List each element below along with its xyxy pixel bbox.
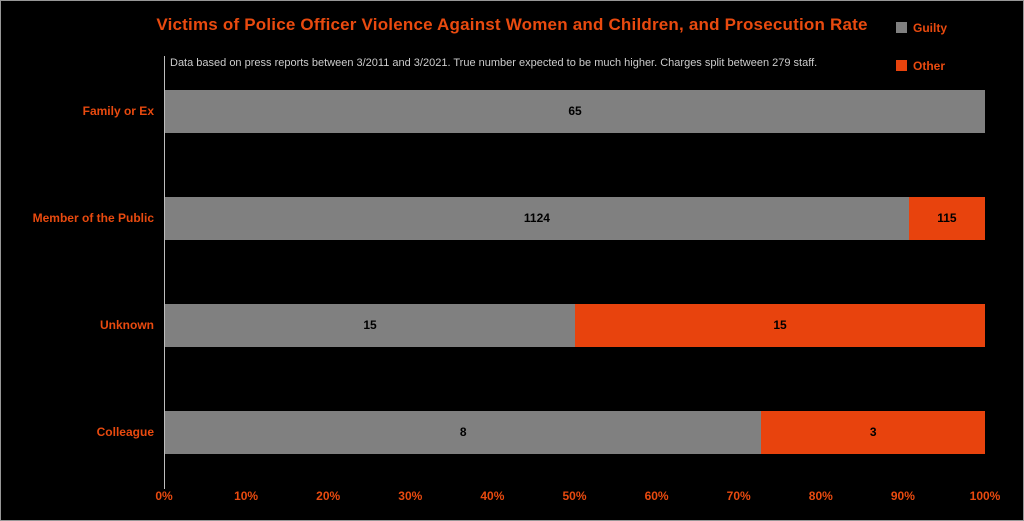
x-tick-label: 70%	[726, 489, 751, 503]
x-tick-label: 20%	[316, 489, 341, 503]
category-label: Unknown	[100, 318, 154, 332]
bar-value-label: 8	[459, 425, 467, 439]
y-axis-line	[164, 56, 165, 489]
legend-item-guilty: Guilty	[896, 20, 948, 35]
x-tick-label: 100%	[969, 489, 1001, 503]
bar-row: 1124 115	[165, 197, 985, 240]
x-tick-label: 50%	[562, 489, 587, 503]
x-tick-label: 10%	[234, 489, 259, 503]
bar-segment-other: 115	[908, 197, 985, 240]
legend-label-other: Other	[913, 58, 946, 73]
bar-value-label: 3	[869, 425, 877, 439]
x-tick-label: 40%	[480, 489, 505, 503]
x-tick-label: 30%	[398, 489, 423, 503]
bar-value-label: 15	[363, 318, 377, 332]
legend: Guilty Other	[896, 21, 947, 97]
bar-segment-other: 15	[575, 304, 985, 347]
bar-segment-guilty: 15	[165, 304, 575, 347]
bar-value-label: 65	[568, 104, 582, 118]
x-tick-label: 0%	[155, 489, 173, 503]
category-label: Colleague	[96, 425, 154, 439]
x-tick-label: 60%	[644, 489, 669, 503]
chart-subtitle: Data based on press reports between 3/20…	[170, 57, 818, 69]
bar-value-label: 1124	[523, 211, 550, 225]
legend-swatch-guilty-icon	[896, 22, 907, 33]
legend-swatch-other-icon	[896, 60, 907, 71]
bar-segment-guilty: 8	[165, 411, 762, 454]
category-label: Member of the Public	[32, 211, 154, 225]
legend-item-other: Other	[896, 58, 947, 73]
category-label: Family or Ex	[82, 104, 154, 118]
bar-value-label: 115	[937, 211, 957, 225]
bar-row: 15 15	[165, 304, 985, 347]
legend-label-guilty: Guilty	[913, 20, 948, 35]
bar-row: 65	[165, 90, 985, 133]
bar-segment-guilty: 65	[165, 90, 985, 133]
bar-value-label: 15	[773, 318, 787, 332]
x-tick-label: 80%	[808, 489, 833, 503]
bar-segment-guilty: 1124	[165, 197, 909, 240]
x-tick-label: 90%	[890, 489, 915, 503]
bar-segment-other: 3	[761, 411, 985, 454]
chart-title: Victims of Police Officer Violence Again…	[156, 15, 868, 34]
